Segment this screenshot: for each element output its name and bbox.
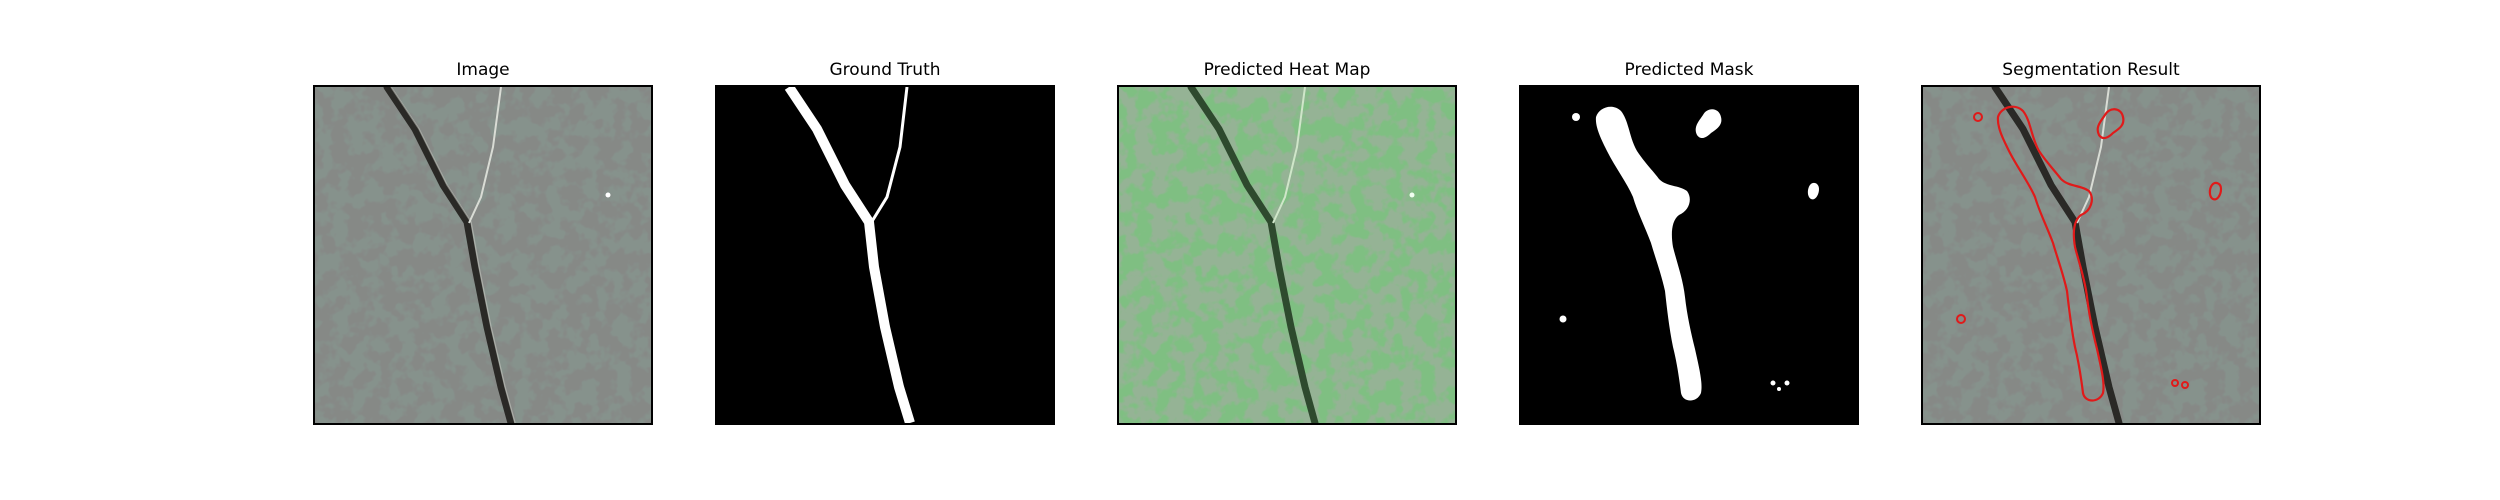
ground-truth-mask bbox=[717, 87, 1053, 423]
gt-crack-branch bbox=[869, 87, 909, 224]
heat-crack-branch bbox=[1272, 87, 1306, 224]
pred-dot-5 bbox=[1784, 380, 1790, 386]
mask-background bbox=[717, 87, 1053, 423]
heat-map-frame bbox=[1117, 85, 1457, 425]
predicted-mask-frame bbox=[1519, 85, 1859, 425]
crack-highlight bbox=[390, 87, 516, 423]
pred-blob-right bbox=[1807, 182, 1819, 200]
segmentation-frame bbox=[1921, 85, 2261, 425]
heat-spots bbox=[1119, 87, 1455, 423]
seg-contour-dot-4 bbox=[2181, 381, 2189, 389]
ground-truth-frame bbox=[715, 85, 1055, 425]
panel-title-predicted-mask: Predicted Mask bbox=[1624, 60, 1754, 80]
heat-map-image bbox=[1119, 87, 1455, 423]
pred-dot-2 bbox=[1559, 315, 1567, 323]
image-frame bbox=[313, 85, 653, 425]
seg-texture-spots bbox=[1923, 87, 2259, 423]
seg-contour-dot-1 bbox=[1973, 112, 1983, 122]
seg-crack-branch bbox=[2076, 87, 2110, 224]
heat-crack-main bbox=[1187, 87, 1319, 423]
texture-spots bbox=[315, 87, 651, 423]
pred-dot-3 bbox=[1770, 380, 1776, 386]
panel-title-heat-map: Predicted Heat Map bbox=[1203, 60, 1371, 80]
seg-crack-main bbox=[1991, 87, 2123, 423]
bright-speck bbox=[605, 192, 611, 198]
seg-contour-dot-2 bbox=[1956, 314, 1966, 324]
pred-dot-1 bbox=[1572, 113, 1580, 121]
panel-title-segmentation-result: Segmentation Result bbox=[2002, 60, 2180, 80]
gt-crack-main bbox=[784, 87, 915, 423]
heat-speck bbox=[1409, 192, 1415, 198]
seg-contour-dot-3 bbox=[2171, 379, 2179, 387]
crack-branch bbox=[468, 87, 502, 224]
seg-contour-top bbox=[2096, 108, 2125, 140]
pred-blob-top bbox=[1695, 109, 1722, 139]
pred-crack-blob bbox=[1595, 106, 1702, 401]
pred-dot-4 bbox=[1777, 387, 1781, 391]
panel-title-ground-truth: Ground Truth bbox=[829, 60, 941, 80]
predicted-mask-image bbox=[1521, 87, 1857, 423]
seg-contour-right bbox=[2208, 181, 2223, 201]
original-image bbox=[315, 87, 651, 423]
crack-main bbox=[383, 87, 515, 423]
segmentation-image bbox=[1923, 87, 2259, 423]
panel-title-image: Image bbox=[456, 60, 510, 80]
seg-contour-crack bbox=[1996, 105, 2105, 402]
